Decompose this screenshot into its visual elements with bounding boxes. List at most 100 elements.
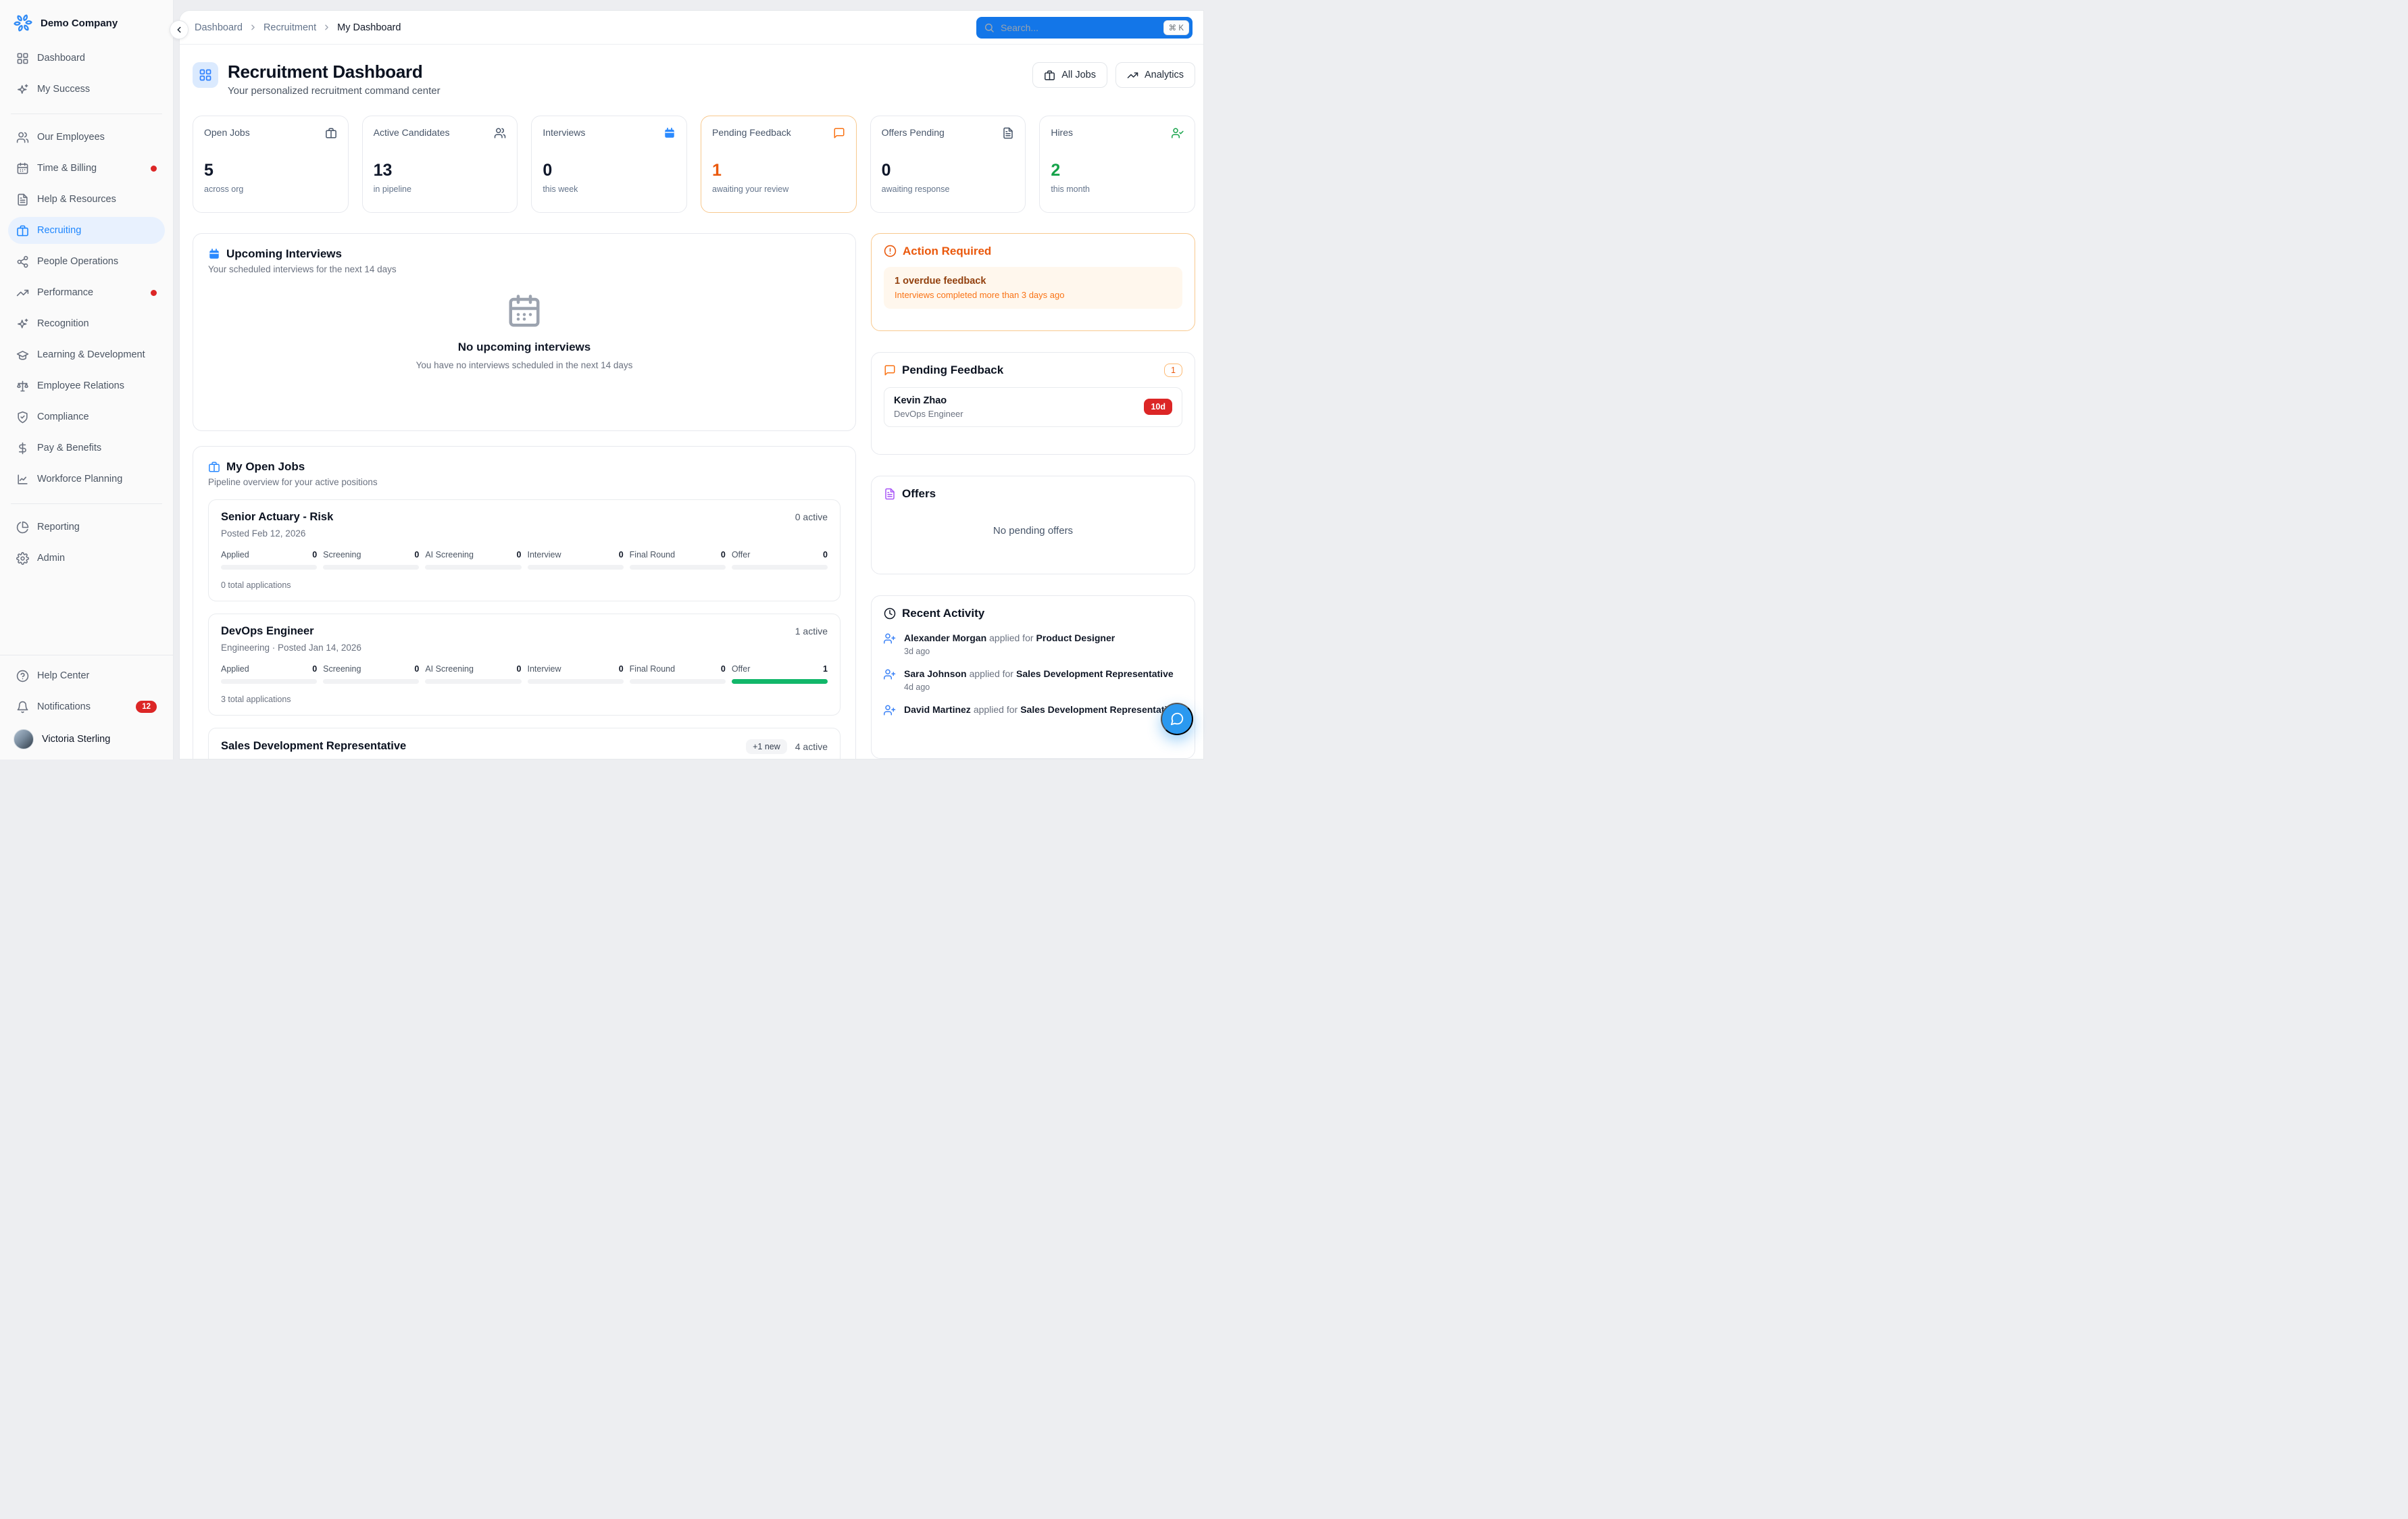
analytics-button[interactable]: Analytics — [1115, 62, 1195, 88]
breadcrumb-dashboard[interactable]: Dashboard — [195, 22, 243, 33]
job-card-devops-engineer[interactable]: DevOps Engineer 1 active Engineering · P… — [208, 614, 841, 716]
alert-circle-icon — [884, 245, 897, 257]
panel-title: Recent Activity — [902, 607, 984, 620]
help-circle-icon — [16, 670, 29, 682]
sidebar-item-people-operations[interactable]: People Operations — [8, 248, 165, 275]
sparkle-icon — [16, 318, 29, 330]
job-card-sales-development-representative[interactable]: Sales Development Representative +1 new … — [208, 728, 841, 759]
sidebar-item-label: People Operations — [37, 256, 157, 267]
sidebar-collapse-button[interactable] — [170, 20, 189, 39]
stage-count: 1 — [823, 664, 828, 674]
stat-label: Active Candidates — [374, 127, 450, 138]
sidebar-item-notifications[interactable]: Notifications 12 — [8, 693, 165, 720]
notification-dot — [151, 166, 157, 172]
stage-label: Applied — [221, 664, 249, 674]
stage-count: 0 — [721, 664, 726, 674]
trending-up-icon — [16, 287, 29, 299]
activity-job: Product Designer — [1036, 632, 1115, 643]
stage-label: Interview — [528, 664, 561, 674]
sidebar-item-workforce-planning[interactable]: Workforce Planning — [8, 466, 165, 493]
stage-count: 0 — [312, 664, 317, 674]
gear-icon — [16, 552, 29, 565]
sidebar-item-our-employees[interactable]: Our Employees — [8, 124, 165, 151]
stat-label: Hires — [1051, 127, 1073, 138]
sidebar-item-learning-development[interactable]: Learning & Development — [8, 341, 165, 368]
sidebar-item-recruiting[interactable]: Recruiting — [8, 217, 165, 244]
right-column: Action Required 1 overdue feedback Inter… — [871, 233, 1195, 759]
stat-sub: this week — [543, 184, 676, 194]
sidebar-item-help-center[interactable]: Help Center — [8, 662, 165, 689]
stat-active-candidates[interactable]: Active Candidates 13 in pipeline — [362, 116, 518, 213]
pipeline-stages: Applied0 Screening0 AI Screening0 Interv… — [221, 664, 828, 674]
sidebar-item-recognition[interactable]: Recognition — [8, 310, 165, 337]
notifications-count-badge: 12 — [136, 701, 157, 713]
file-text-icon — [16, 193, 29, 206]
activity-item[interactable]: Alexander Morganapplied forProduct Desig… — [884, 631, 1182, 656]
sidebar-item-compliance[interactable]: Compliance — [8, 403, 165, 430]
stat-offers-pending[interactable]: Offers Pending 0 awaiting response — [870, 116, 1026, 213]
sidebar-item-reporting[interactable]: Reporting — [8, 514, 165, 541]
all-jobs-button[interactable]: All Jobs — [1032, 62, 1107, 88]
user-menu[interactable]: Victoria Sterling — [8, 724, 165, 754]
activity-job: Sales Development Representative — [1016, 668, 1174, 679]
offer-bar-filled — [732, 679, 828, 684]
briefcase-icon — [208, 461, 220, 473]
breadcrumb-recruitment[interactable]: Recruitment — [264, 22, 316, 33]
activity-body: Alexander Morganapplied forProduct Desig… — [904, 631, 1115, 656]
sidebar-item-admin[interactable]: Admin — [8, 545, 165, 572]
stage-label: AI Screening — [425, 550, 474, 559]
stat-interviews[interactable]: Interviews 0 this week — [531, 116, 687, 213]
job-active-count: 4 active — [795, 741, 828, 752]
chat-fab-button[interactable] — [1161, 703, 1193, 735]
empty-title: No upcoming interviews — [458, 341, 591, 354]
sidebar-item-label: Employee Relations — [37, 380, 157, 391]
page-subtitle: Your personalized recruitment command ce… — [228, 85, 441, 97]
stat-value: 2 — [1051, 161, 1184, 180]
stat-label: Offers Pending — [882, 127, 945, 138]
stage-count: 0 — [721, 550, 726, 559]
pending-feedback-item[interactable]: Kevin Zhao DevOps Engineer 10d — [884, 387, 1182, 427]
calendar-icon — [208, 248, 220, 260]
network-icon — [16, 255, 29, 268]
sidebar-item-employee-relations[interactable]: Employee Relations — [8, 372, 165, 399]
sidebar-item-my-success[interactable]: My Success — [8, 76, 165, 103]
upcoming-interviews-panel: Upcoming Interviews Your scheduled inter… — [193, 233, 856, 431]
company-name: Demo Company — [41, 18, 118, 29]
activity-body: David Martinezapplied forSales Developme… — [904, 703, 1178, 718]
notification-dot — [151, 290, 157, 296]
stat-hires[interactable]: Hires 2 this month — [1039, 116, 1195, 213]
job-active-count: 0 active — [795, 512, 828, 522]
sidebar-item-pay-benefits[interactable]: Pay & Benefits — [8, 434, 165, 462]
job-card-senior-actuary[interactable]: Senior Actuary - Risk 0 active Posted Fe… — [208, 499, 841, 601]
sidebar-item-help-resources[interactable]: Help & Resources — [8, 186, 165, 213]
panel-title: Pending Feedback — [902, 364, 1003, 377]
stat-pending-feedback[interactable]: Pending Feedback 1 awaiting your review — [701, 116, 857, 213]
user-name: Victoria Sterling — [42, 734, 110, 745]
pie-chart-icon — [16, 521, 29, 534]
brand[interactable]: Demo Company — [8, 9, 165, 45]
activity-item[interactable]: Sara Johnsonapplied forSales Development… — [884, 667, 1182, 692]
job-total-applications: 3 total applications — [221, 695, 828, 704]
overdue-feedback-alert[interactable]: 1 overdue feedback Interviews completed … — [884, 267, 1182, 309]
stat-value: 0 — [882, 161, 1015, 180]
sidebar-item-label: Compliance — [37, 412, 157, 422]
job-active-count: 1 active — [795, 626, 828, 637]
sidebar-item-label: Time & Billing — [37, 163, 143, 174]
sidebar-item-performance[interactable]: Performance — [8, 279, 165, 306]
sidebar-item-time-billing[interactable]: Time & Billing — [8, 155, 165, 182]
activity-body: Sara Johnsonapplied forSales Development… — [904, 667, 1174, 692]
pipeline-bars — [221, 565, 828, 570]
empty-state: No upcoming interviews You have no inter… — [208, 293, 841, 370]
bell-icon — [16, 701, 29, 714]
search-input[interactable]: Search... ⌘ K — [976, 17, 1193, 39]
stat-open-jobs[interactable]: Open Jobs 5 across org — [193, 116, 349, 213]
page-title-icon — [193, 62, 218, 88]
stat-label: Interviews — [543, 127, 585, 138]
job-meta: Posted Feb 12, 2026 — [221, 528, 828, 539]
sidebar-item-dashboard[interactable]: Dashboard — [8, 45, 165, 72]
stat-sub: awaiting your review — [712, 184, 845, 194]
stage-count: 0 — [619, 550, 624, 559]
activity-item[interactable]: David Martinezapplied forSales Developme… — [884, 703, 1182, 718]
panel-title: My Open Jobs — [226, 460, 305, 474]
stat-value: 5 — [204, 161, 337, 180]
